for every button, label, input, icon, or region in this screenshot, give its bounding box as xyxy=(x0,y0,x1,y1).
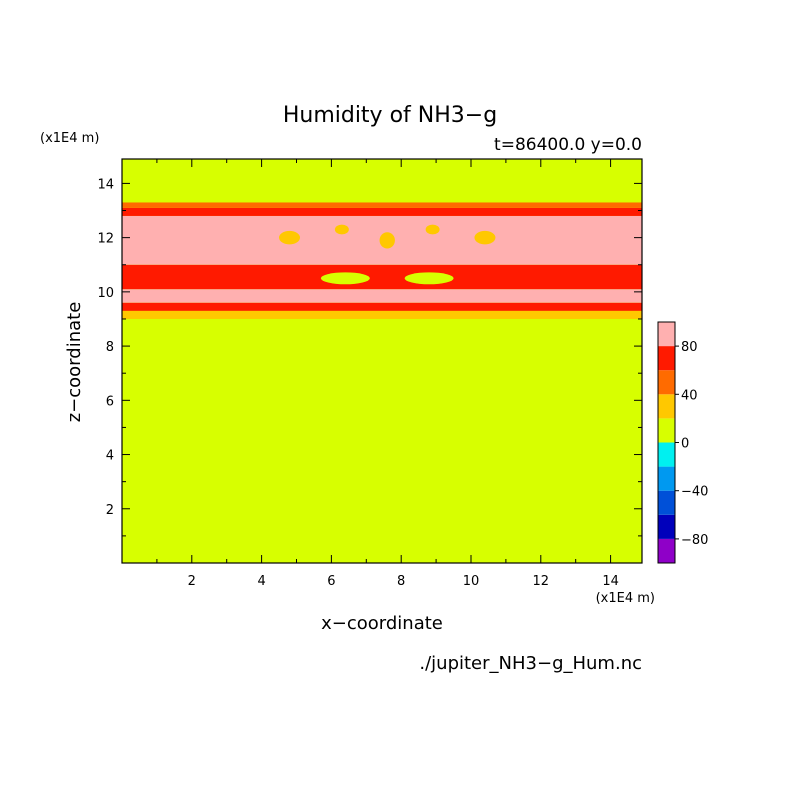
contour-band-4 xyxy=(122,264,642,290)
x-tick-label: 2 xyxy=(188,574,196,589)
x-tick-label: 10 xyxy=(463,574,480,589)
x-tick-label: 14 xyxy=(602,574,619,589)
contour-feature-1 xyxy=(404,272,454,285)
y-tick-label: 4 xyxy=(106,449,114,464)
x-tick-label: 4 xyxy=(257,574,265,589)
contour-feature-0 xyxy=(320,272,370,285)
chart-title: Humidity of NH3−g xyxy=(283,103,497,128)
x-tick-label: 8 xyxy=(397,574,405,589)
contour-feature-3 xyxy=(334,224,349,235)
colorbar-segment xyxy=(658,418,675,443)
colorbar-segment xyxy=(658,370,675,395)
x-tick-label: 12 xyxy=(533,574,550,589)
colorbar-segment xyxy=(658,394,675,419)
contour-feature-4 xyxy=(379,232,395,249)
source-filename: ./jupiter_NH3−g_Hum.nc xyxy=(419,653,642,674)
colorbar: 80 40 0 −40 −80 xyxy=(657,321,708,564)
contour-feature-2 xyxy=(279,230,300,245)
chart-subtitle: t=86400.0 y=0.0 xyxy=(494,135,642,155)
colorbar-segment xyxy=(658,538,675,563)
colorbar-segment xyxy=(658,322,675,347)
y-tick-label: 6 xyxy=(106,394,114,409)
contour-band-8 xyxy=(122,159,642,203)
colorbar-label: 80 xyxy=(681,340,698,355)
y-axis-ticks: 2 4 6 8 10 12 14 xyxy=(97,177,642,537)
y-tick-label: 12 xyxy=(97,232,114,247)
contour-band-2 xyxy=(122,302,642,311)
contour-band-3 xyxy=(122,289,642,303)
colorbar-label: 40 xyxy=(681,388,698,403)
y-tick-label: 2 xyxy=(106,503,114,518)
contour-band-7 xyxy=(122,202,642,208)
y-tick-label: 14 xyxy=(97,177,114,192)
colorbar-segment xyxy=(658,442,675,467)
colorbar-label: 0 xyxy=(681,437,689,452)
y-tick-label: 8 xyxy=(106,340,114,355)
contour-band-6 xyxy=(122,207,642,216)
contour-feature-5 xyxy=(425,224,440,235)
colorbar-segment xyxy=(658,346,675,371)
x-axis-ticks: 2 4 6 8 10 12 14 xyxy=(156,159,619,589)
colorbar-segment xyxy=(658,466,675,491)
contour-field xyxy=(122,159,642,563)
contour-band-0 xyxy=(122,318,642,563)
x-tick-label: 6 xyxy=(327,574,335,589)
y-axis-label: z−coordinate xyxy=(64,302,85,423)
colorbar-segment xyxy=(658,490,675,515)
colorbar-label: −40 xyxy=(681,485,708,500)
x-axis-label: x−coordinate xyxy=(321,613,443,634)
contour-feature-6 xyxy=(474,230,496,245)
colorbar-label: −80 xyxy=(681,533,708,548)
y-tick-label: 10 xyxy=(97,286,114,301)
y-unit-label: (x1E4 m) xyxy=(40,131,99,146)
plot-frame xyxy=(121,158,643,564)
colorbar-segment xyxy=(658,514,675,539)
x-unit-label: (x1E4 m) xyxy=(596,591,655,606)
contour-band-1 xyxy=(122,310,642,319)
